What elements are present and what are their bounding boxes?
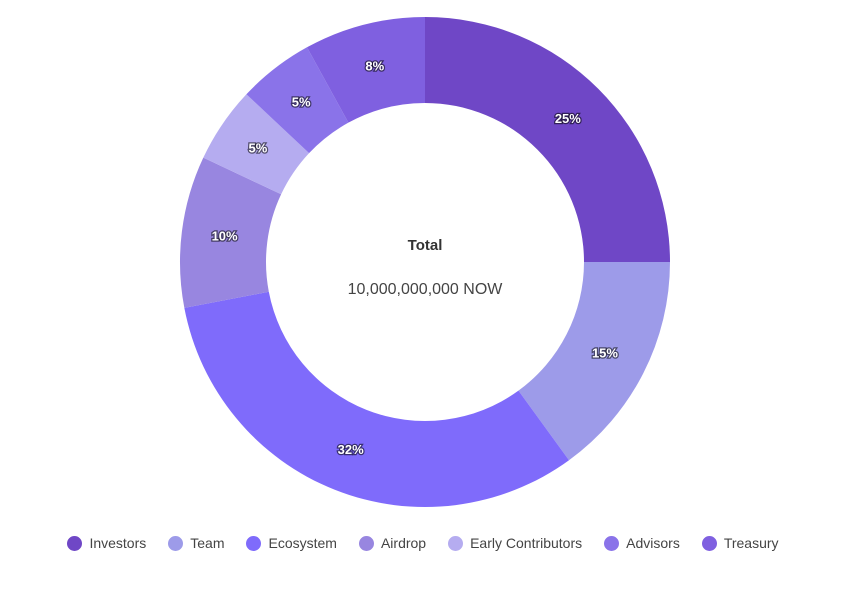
slice-treasury[interactable] bbox=[306, 17, 425, 123]
legend-item[interactable]: Advisors bbox=[604, 535, 680, 551]
legend-label: Investors bbox=[89, 535, 147, 551]
center-title: Total bbox=[408, 237, 443, 254]
legend-item[interactable]: Team bbox=[168, 535, 224, 551]
legend-label: Team bbox=[190, 535, 225, 551]
legend-label: Treasury bbox=[723, 535, 779, 551]
legend-dot-icon bbox=[604, 535, 620, 551]
legend-item[interactable]: Investors bbox=[67, 535, 146, 551]
legend-dot-icon bbox=[701, 535, 717, 551]
slice-ecosystem[interactable] bbox=[184, 291, 570, 507]
legend-dot-icon bbox=[246, 535, 262, 551]
legend-label: Advisors bbox=[626, 535, 680, 551]
legend-dot-icon bbox=[67, 535, 83, 551]
slice-investors[interactable] bbox=[425, 17, 670, 262]
legend-label: Airdrop bbox=[380, 535, 427, 551]
legend-dot-icon bbox=[168, 535, 184, 551]
slice-label: 32% bbox=[338, 442, 364, 457]
slice-label: 15% bbox=[592, 346, 618, 361]
legend: Investors Team Ecosystem Airdrop Early Contr… bbox=[0, 535, 846, 551]
slice-label: 8% bbox=[365, 58, 384, 73]
legend-dot-icon bbox=[448, 535, 464, 551]
legend-item[interactable]: Ecosystem bbox=[246, 535, 337, 551]
slice-early-contributors[interactable] bbox=[203, 94, 310, 195]
slice-label: 5% bbox=[249, 140, 268, 155]
legend-item[interactable]: Treasury bbox=[701, 535, 779, 551]
legend-label: Ecosystem bbox=[268, 535, 337, 551]
center-value: 10,000,000,000 NOW bbox=[348, 281, 504, 298]
slice-label: 5% bbox=[292, 94, 311, 109]
legend-label: Early Contributors bbox=[470, 535, 583, 551]
slice-label: 25% bbox=[555, 111, 581, 126]
legend-dot-icon bbox=[358, 535, 374, 551]
slice-airdrop[interactable] bbox=[180, 157, 282, 308]
slice-advisors[interactable] bbox=[246, 47, 349, 154]
slice-label: 10% bbox=[212, 229, 238, 244]
legend-item[interactable]: Early Contributors bbox=[448, 535, 582, 551]
legend-item[interactable]: Airdrop bbox=[358, 535, 427, 551]
slice-team[interactable] bbox=[518, 262, 670, 461]
donut-chart: 25% 15% 32% 10% 5% 5% 8% Total 10,000,000,000 … bbox=[180, 17, 670, 507]
